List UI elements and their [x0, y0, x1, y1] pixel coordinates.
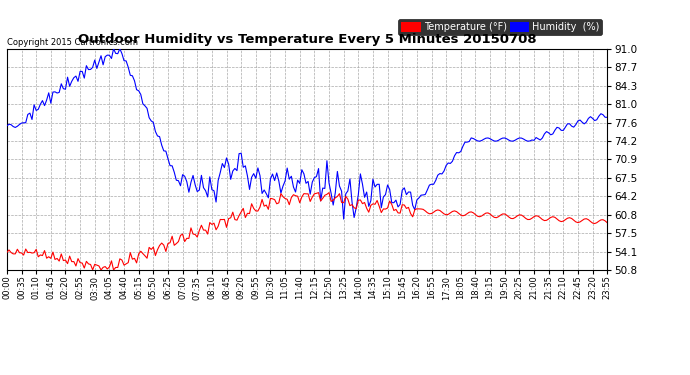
Title: Outdoor Humidity vs Temperature Every 5 Minutes 20150708: Outdoor Humidity vs Temperature Every 5 … — [78, 33, 536, 46]
Legend: Temperature (°F), Humidity  (%): Temperature (°F), Humidity (%) — [399, 20, 602, 35]
Text: Copyright 2015 Cartronics.com: Copyright 2015 Cartronics.com — [7, 38, 138, 46]
